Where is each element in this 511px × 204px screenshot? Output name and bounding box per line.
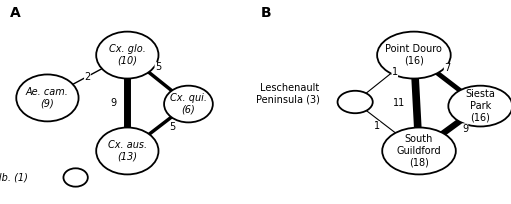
- Text: Cx. aus.
(13): Cx. aus. (13): [108, 140, 147, 162]
- Text: Point Douro
(16): Point Douro (16): [385, 44, 443, 66]
- Text: Siesta
Park
(16): Siesta Park (16): [466, 90, 495, 123]
- Text: 5: 5: [155, 62, 161, 72]
- Text: 11: 11: [392, 98, 405, 108]
- Text: Ae. alb. (1): Ae. alb. (1): [0, 172, 29, 183]
- Text: Leschenault
Peninsula (3): Leschenault Peninsula (3): [256, 83, 319, 105]
- Text: 7: 7: [444, 63, 450, 73]
- Text: 9: 9: [110, 98, 117, 108]
- Ellipse shape: [164, 86, 213, 122]
- Text: South
Guildford
(18): South Guildford (18): [397, 134, 442, 167]
- Ellipse shape: [377, 32, 451, 79]
- Ellipse shape: [338, 91, 373, 113]
- Ellipse shape: [96, 32, 158, 79]
- Text: 5: 5: [169, 122, 175, 133]
- Text: 9: 9: [462, 123, 468, 134]
- Text: 1: 1: [392, 67, 398, 78]
- Text: Cx. glo.
(10): Cx. glo. (10): [109, 44, 146, 66]
- Ellipse shape: [63, 168, 88, 187]
- Ellipse shape: [448, 86, 511, 126]
- Text: 2: 2: [84, 71, 90, 82]
- Ellipse shape: [16, 74, 79, 121]
- Text: 1: 1: [374, 121, 380, 132]
- Ellipse shape: [96, 128, 158, 174]
- Ellipse shape: [382, 128, 456, 174]
- Text: Ae. cam.
(9): Ae. cam. (9): [26, 87, 69, 109]
- Text: B: B: [261, 6, 271, 20]
- Text: A: A: [10, 6, 20, 20]
- Text: Cx. qui.
(6): Cx. qui. (6): [170, 93, 207, 115]
